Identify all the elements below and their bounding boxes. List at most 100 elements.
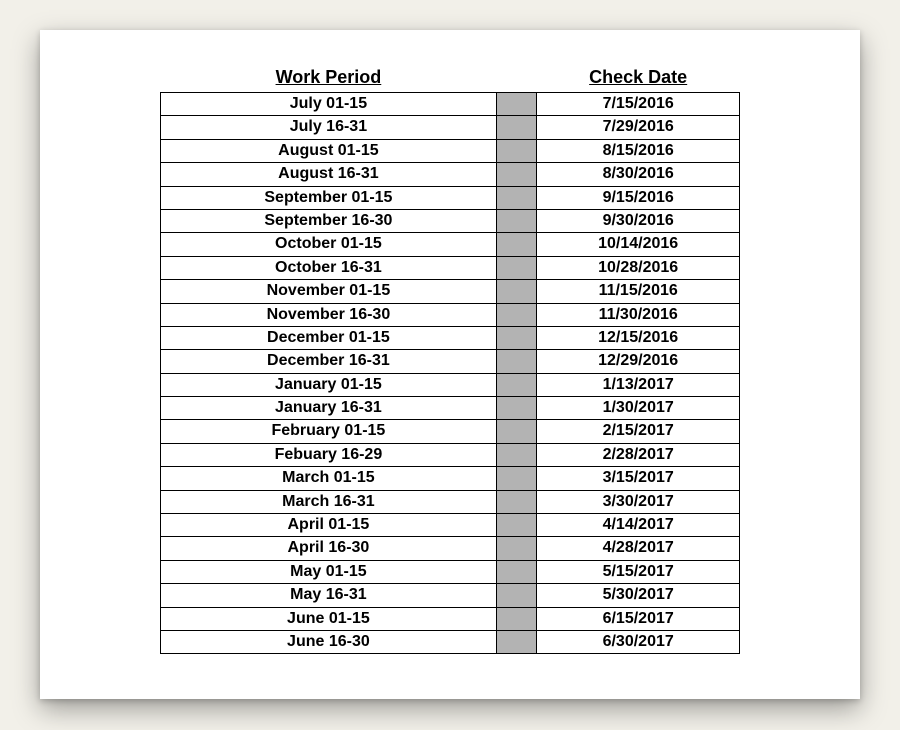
cell-separator — [496, 373, 537, 396]
table-row: March 16-31 3/30/2017 — [161, 490, 740, 513]
table-row: May 16-31 5/30/2017 — [161, 584, 740, 607]
cell-check-date: 6/30/2017 — [537, 630, 740, 653]
cell-work-period: December 16-31 — [161, 350, 497, 373]
cell-separator — [496, 139, 537, 162]
cell-work-period: January 01-15 — [161, 373, 497, 396]
cell-check-date: 5/15/2017 — [537, 560, 740, 583]
cell-separator — [496, 607, 537, 630]
cell-work-period: October 16-31 — [161, 256, 497, 279]
cell-check-date: 4/28/2017 — [537, 537, 740, 560]
cell-separator — [496, 186, 537, 209]
cell-check-date: 3/15/2017 — [537, 467, 740, 490]
cell-work-period: June 16-30 — [161, 630, 497, 653]
table-row: April 16-30 4/28/2017 — [161, 537, 740, 560]
table-row: December 01-15 12/15/2016 — [161, 326, 740, 349]
cell-work-period: August 16-31 — [161, 163, 497, 186]
table-row: July 16-31 7/29/2016 — [161, 116, 740, 139]
table-row: November 01-15 11/15/2016 — [161, 280, 740, 303]
cell-work-period: December 01-15 — [161, 326, 497, 349]
pay-schedule-table: Work Period Check Date July 01-15 7/15/20… — [160, 65, 740, 654]
cell-separator — [496, 116, 537, 139]
document-card: Work Period Check Date July 01-15 7/15/20… — [40, 30, 860, 699]
cell-work-period: July 16-31 — [161, 116, 497, 139]
cell-work-period: June 01-15 — [161, 607, 497, 630]
table-row: September 16-30 9/30/2016 — [161, 209, 740, 232]
cell-separator — [496, 280, 537, 303]
cell-work-period: April 01-15 — [161, 514, 497, 537]
cell-separator — [496, 420, 537, 443]
cell-check-date: 10/28/2016 — [537, 256, 740, 279]
cell-work-period: May 16-31 — [161, 584, 497, 607]
cell-separator — [496, 326, 537, 349]
cell-work-period: Febuary 16-29 — [161, 443, 497, 466]
cell-work-period: September 01-15 — [161, 186, 497, 209]
cell-work-period: November 16-30 — [161, 303, 497, 326]
table-row: June 01-15 6/15/2017 — [161, 607, 740, 630]
cell-work-period: September 16-30 — [161, 209, 497, 232]
table-row: June 16-30 6/30/2017 — [161, 630, 740, 653]
cell-check-date: 4/14/2017 — [537, 514, 740, 537]
cell-work-period: November 01-15 — [161, 280, 497, 303]
cell-separator — [496, 467, 537, 490]
table-row: April 01-15 4/14/2017 — [161, 514, 740, 537]
cell-work-period: March 01-15 — [161, 467, 497, 490]
table-row: December 16-31 12/29/2016 — [161, 350, 740, 373]
table-row: February 01-15 2/15/2017 — [161, 420, 740, 443]
cell-separator — [496, 256, 537, 279]
cell-separator — [496, 584, 537, 607]
cell-separator — [496, 630, 537, 653]
cell-work-period: January 16-31 — [161, 397, 497, 420]
cell-separator — [496, 303, 537, 326]
cell-work-period: August 01-15 — [161, 139, 497, 162]
cell-work-period: July 01-15 — [161, 93, 497, 116]
cell-check-date: 3/30/2017 — [537, 490, 740, 513]
table-row: November 16-30 11/30/2016 — [161, 303, 740, 326]
cell-check-date: 9/30/2016 — [537, 209, 740, 232]
table-header-row: Work Period Check Date — [161, 65, 740, 93]
table-row: October 01-15 10/14/2016 — [161, 233, 740, 256]
cell-check-date: 7/29/2016 — [537, 116, 740, 139]
cell-separator — [496, 514, 537, 537]
cell-check-date: 1/30/2017 — [537, 397, 740, 420]
cell-work-period: February 01-15 — [161, 420, 497, 443]
cell-separator — [496, 163, 537, 186]
table-row: March 01-15 3/15/2017 — [161, 467, 740, 490]
cell-check-date: 11/15/2016 — [537, 280, 740, 303]
cell-check-date: 10/14/2016 — [537, 233, 740, 256]
table-row: August 01-15 8/15/2016 — [161, 139, 740, 162]
cell-check-date: 11/30/2016 — [537, 303, 740, 326]
cell-work-period: March 16-31 — [161, 490, 497, 513]
cell-separator — [496, 397, 537, 420]
cell-separator — [496, 560, 537, 583]
cell-work-period: April 16-30 — [161, 537, 497, 560]
cell-check-date: 5/30/2017 — [537, 584, 740, 607]
table-row: October 16-31 10/28/2016 — [161, 256, 740, 279]
cell-check-date: 9/15/2016 — [537, 186, 740, 209]
table-row: August 16-31 8/30/2016 — [161, 163, 740, 186]
cell-separator — [496, 233, 537, 256]
cell-check-date: 6/15/2017 — [537, 607, 740, 630]
table-row: September 01-15 9/15/2016 — [161, 186, 740, 209]
cell-check-date: 7/15/2016 — [537, 93, 740, 116]
col-header-check-date: Check Date — [537, 65, 740, 93]
cell-work-period: October 01-15 — [161, 233, 497, 256]
table-body: July 01-157/15/2016 July 16-317/29/2016 … — [161, 93, 740, 654]
cell-check-date: 2/15/2017 — [537, 420, 740, 443]
table-row: January 16-31 1/30/2017 — [161, 397, 740, 420]
cell-separator — [496, 93, 537, 116]
cell-check-date: 8/30/2016 — [537, 163, 740, 186]
table-row: July 01-15 7/15/2016 — [161, 93, 740, 116]
cell-work-period: May 01-15 — [161, 560, 497, 583]
cell-separator — [496, 209, 537, 232]
table-row: January 01-151/13/2017 — [161, 373, 740, 396]
col-header-separator — [496, 65, 537, 93]
cell-check-date: 12/29/2016 — [537, 350, 740, 373]
cell-check-date: 12/15/2016 — [537, 326, 740, 349]
table-row: May 01-15 5/15/2017 — [161, 560, 740, 583]
cell-separator — [496, 443, 537, 466]
cell-check-date: 8/15/2016 — [537, 139, 740, 162]
cell-separator — [496, 490, 537, 513]
table-row: Febuary 16-292/28/2017 — [161, 443, 740, 466]
cell-separator — [496, 350, 537, 373]
col-header-work-period: Work Period — [161, 65, 497, 93]
